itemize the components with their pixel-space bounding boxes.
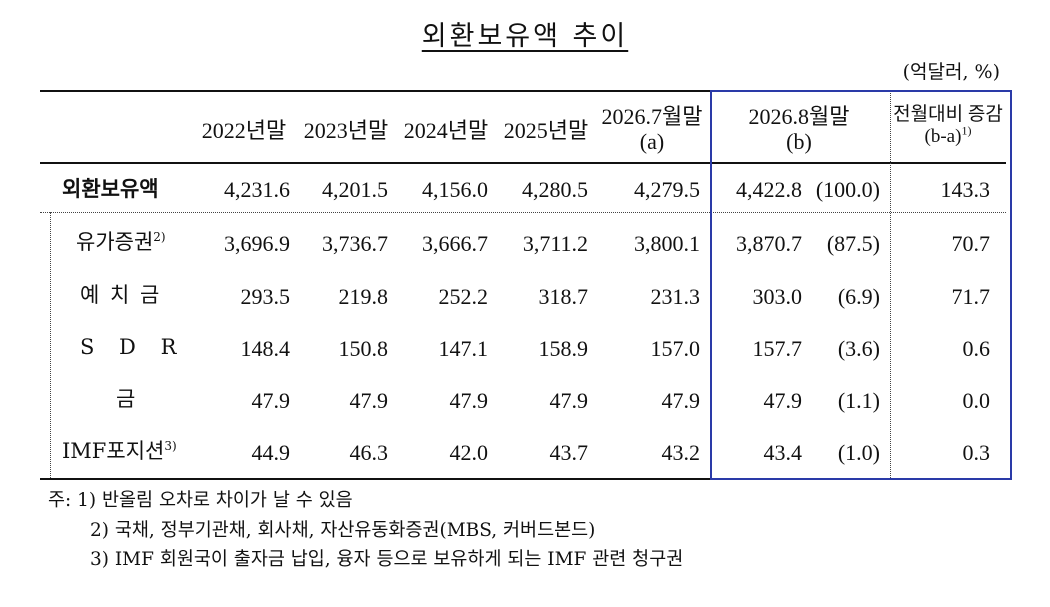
cell-v2026_8: 4,422.8 xyxy=(736,177,802,202)
header-bottom-rule xyxy=(40,162,1006,164)
cell-v2022: 3,696.9 xyxy=(224,231,290,256)
cell-v2025: 318.7 xyxy=(538,284,589,309)
header-2026-8: 2026.8월말 (b) xyxy=(748,104,850,155)
cell-v2022: 47.9 xyxy=(251,388,291,413)
cell-v2025: 158.9 xyxy=(538,336,589,361)
cell-change: 0.0 xyxy=(962,388,991,413)
header-2025: 2025년말 xyxy=(503,118,589,143)
cell-v2024: 147.1 xyxy=(438,336,489,361)
cell-v2026_7: 157.0 xyxy=(650,336,701,361)
cell-v2023: 4,201.5 xyxy=(322,177,388,202)
cell-v2023: 219.8 xyxy=(338,284,389,309)
cell-v2026_8: 43.4 xyxy=(763,440,803,465)
cell-v2022: 44.9 xyxy=(251,440,291,465)
row-label: 외환보유액 xyxy=(62,176,159,201)
cell-v2022: 148.4 xyxy=(240,336,291,361)
header-2022: 2022년말 xyxy=(201,118,287,143)
total-row-dotted-rule xyxy=(40,212,1006,213)
cell-v2026_8: 157.7 xyxy=(752,336,803,361)
row-label: S D R xyxy=(80,335,177,359)
cell-v2023: 46.3 xyxy=(349,440,389,465)
highlight-box xyxy=(710,90,1012,480)
cell-change: 71.7 xyxy=(951,284,991,309)
cell-v2024: 42.0 xyxy=(449,440,489,465)
cell-share: (87.5) xyxy=(826,231,880,256)
cell-v2025: 43.7 xyxy=(549,440,589,465)
cell-v2024: 252.2 xyxy=(438,284,489,309)
cell-change: 70.7 xyxy=(951,231,991,256)
top-rule xyxy=(40,90,1006,92)
cell-v2022: 293.5 xyxy=(240,284,291,309)
label-divider xyxy=(50,212,51,478)
cell-v2024: 3,666.7 xyxy=(422,231,488,256)
cell-v2025: 47.9 xyxy=(549,388,589,413)
cell-v2024: 47.9 xyxy=(449,388,489,413)
cell-v2026_8: 303.0 xyxy=(752,284,803,309)
cell-change: 143.3 xyxy=(940,177,991,202)
cell-change: 0.6 xyxy=(962,336,991,361)
header-change: 전월대비 증감 (b-a)1) xyxy=(893,104,1003,147)
cell-share: (6.9) xyxy=(837,284,880,309)
unit-label: (억달러, %) xyxy=(902,61,1000,83)
footnote-1: 주: 1) 반올림 오차로 차이가 날 수 있음 xyxy=(48,490,353,511)
row-label: IMF포지션3) xyxy=(62,439,177,463)
cell-share: (1.0) xyxy=(837,440,880,465)
cell-share: (3.6) xyxy=(837,336,880,361)
cell-v2026_8: 3,870.7 xyxy=(736,231,802,256)
table-title: 외환보유액 추이 xyxy=(421,21,629,52)
row-label: 금 xyxy=(116,387,136,411)
header-2026-7: 2026.7월말 (a) xyxy=(601,104,703,155)
cell-share: (100.0) xyxy=(815,177,880,202)
footnote-3: 3) IMF 회원국이 출자금 납입, 융자 등으로 보유하게 되는 IMF 관… xyxy=(90,549,684,571)
bottom-rule xyxy=(40,478,1006,480)
cell-v2026_7: 43.2 xyxy=(661,440,701,465)
header-2023: 2023년말 xyxy=(303,118,389,143)
cell-v2026_7: 231.3 xyxy=(650,284,701,309)
row-label: 예 치 금 xyxy=(80,283,162,307)
cell-share: (1.1) xyxy=(837,388,880,413)
row-label: 유가증권2) xyxy=(76,230,166,254)
cell-v2024: 4,156.0 xyxy=(422,177,488,202)
cell-v2023: 47.9 xyxy=(349,388,389,413)
cell-v2025: 4,280.5 xyxy=(522,177,588,202)
header-2024: 2024년말 xyxy=(403,118,489,143)
cell-v2026_7: 4,279.5 xyxy=(634,177,700,202)
cell-v2022: 4,231.6 xyxy=(224,177,290,202)
change-divider xyxy=(890,90,891,478)
cell-v2023: 150.8 xyxy=(338,336,389,361)
cell-v2025: 3,711.2 xyxy=(522,231,588,256)
footnote-2: 2) 국채, 정부기관채, 회사채, 자산유동화증권(MBS, 커버드본드) xyxy=(90,519,596,541)
cell-v2026_7: 3,800.1 xyxy=(634,231,700,256)
footnotes: 주: 1) 반올림 오차로 차이가 날 수 있음 2) 국채, 정부기관채, 회… xyxy=(48,486,684,575)
cell-v2023: 3,736.7 xyxy=(322,231,388,256)
cell-v2026_7: 47.9 xyxy=(661,388,701,413)
cell-change: 0.3 xyxy=(962,440,991,465)
cell-v2026_8: 47.9 xyxy=(763,388,803,413)
